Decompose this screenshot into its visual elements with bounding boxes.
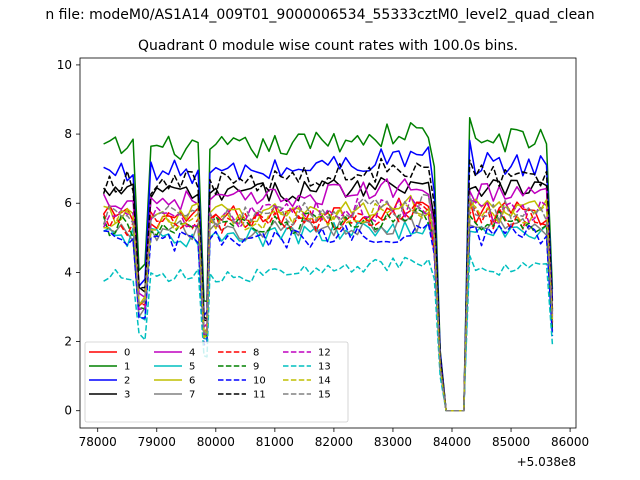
series-line-7 xyxy=(103,212,554,412)
y-axis-ticks: 0 2 4 6 8 10 xyxy=(57,58,80,418)
series-line-15 xyxy=(102,193,554,412)
legend-label-6: 6 xyxy=(189,376,195,387)
x-tick-label: 80000 xyxy=(197,435,235,449)
series-line-14 xyxy=(103,200,554,412)
y-tick-label: 8 xyxy=(64,127,72,141)
x-tick-label: 79000 xyxy=(138,435,176,449)
x-tick-label: 84000 xyxy=(433,435,471,449)
series-line-10 xyxy=(103,222,554,412)
series-line-11 xyxy=(102,157,554,412)
series-line-2 xyxy=(103,139,554,412)
legend-label-14: 14 xyxy=(318,376,331,387)
series-line-13 xyxy=(103,254,554,412)
y-tick-label: 2 xyxy=(64,335,72,349)
x-tick-label: 85000 xyxy=(492,435,530,449)
legend-label-0: 0 xyxy=(124,348,130,359)
legend-label-5: 5 xyxy=(189,362,195,373)
x-tick-label: 83000 xyxy=(374,435,412,449)
y-tick-label: 4 xyxy=(64,265,72,279)
legend-label-4: 4 xyxy=(189,348,195,359)
chart-title: Quadrant 0 module wise count rates with … xyxy=(138,38,518,54)
x-axis-ticks: 78000 79000 80000 81000 82000 83000 84000 85000… xyxy=(79,428,589,449)
legend-label-15: 15 xyxy=(318,390,331,401)
x-tick-label: 86000 xyxy=(551,435,589,449)
x-offset-label: +5.038e8 xyxy=(517,455,576,469)
legend-label-1: 1 xyxy=(124,362,130,373)
legend-label-13: 13 xyxy=(318,362,331,373)
legend-label-3: 3 xyxy=(124,390,130,401)
series-line-1 xyxy=(103,117,554,412)
legend-label-11: 11 xyxy=(253,390,266,401)
legend-label-8: 8 xyxy=(253,348,259,359)
legend-label-12: 12 xyxy=(318,348,331,359)
y-tick-label: 6 xyxy=(64,196,72,210)
x-tick-label: 78000 xyxy=(79,435,117,449)
file-name-header: n file: modeM0/AS1A14_009T01_9000006534_… xyxy=(45,7,594,23)
x-tick-label: 81000 xyxy=(256,435,294,449)
x-tick-label: 82000 xyxy=(315,435,353,449)
y-tick-label: 10 xyxy=(57,58,72,72)
legend-label-10: 10 xyxy=(253,376,266,387)
legend-label-7: 7 xyxy=(189,390,195,401)
legend-frame xyxy=(84,341,349,423)
axes-frame xyxy=(79,57,577,429)
y-tick-label: 0 xyxy=(64,404,72,418)
legend-label-2: 2 xyxy=(124,376,130,387)
series-layer xyxy=(102,117,554,412)
legend-label-9: 9 xyxy=(253,362,259,373)
